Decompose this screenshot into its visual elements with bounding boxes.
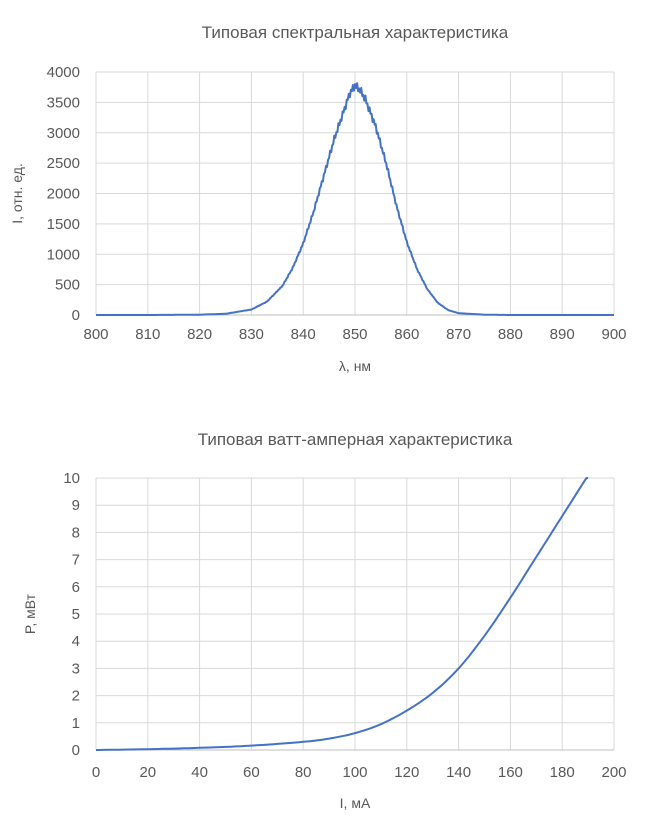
y-tick-label: 500: [55, 277, 80, 294]
y-tick-label: 3: [72, 660, 80, 677]
x-tick-label: 890: [550, 326, 575, 343]
x-tick-label: 0: [92, 764, 100, 781]
y-tick-label: 6: [72, 579, 80, 596]
x-tick-label: 20: [139, 764, 156, 781]
x-tick-label: 810: [135, 326, 160, 343]
y-tick-label: 2000: [47, 186, 80, 203]
y-tick-label: 1: [72, 715, 80, 732]
y-tick-label: 0: [72, 307, 80, 324]
x-tick-label: 880: [498, 326, 523, 343]
x-tick-label: 830: [239, 326, 264, 343]
x-tick-label: 860: [394, 326, 419, 343]
x-tick-label: 160: [498, 764, 523, 781]
x-tick-label: 40: [191, 764, 208, 781]
y-tick-label: 4000: [47, 64, 80, 81]
x-axis-label: I, мА: [340, 795, 371, 811]
x-tick-label: 850: [342, 326, 367, 343]
y-axis-label: I, отн. ед.: [9, 163, 25, 224]
series-line: [96, 82, 614, 316]
y-tick-label: 2: [72, 688, 80, 705]
y-tick-label: 2500: [47, 155, 80, 172]
x-tick-label: 840: [291, 326, 316, 343]
y-tick-label: 10: [63, 470, 80, 487]
chart-title: Типовая ватт-амперная характеристика: [198, 430, 513, 449]
y-tick-label: 9: [72, 497, 80, 514]
x-axis-label: λ, нм: [339, 358, 371, 374]
x-tick-label: 870: [446, 326, 471, 343]
x-tick-label: 200: [601, 764, 626, 781]
y-tick-label: 8: [72, 524, 80, 541]
y-axis-label: P, мВт: [22, 593, 38, 634]
y-tick-label: 1500: [47, 216, 80, 233]
y-tick-label: 3500: [47, 94, 80, 111]
y-tick-label: 7: [72, 552, 80, 569]
x-tick-label: 60: [243, 764, 260, 781]
spectral-chart: Типовая спектральная характеристика 800 81…: [9, 23, 627, 374]
y-tick-label: 1000: [47, 246, 80, 263]
y-tick-label: 4: [72, 633, 80, 650]
x-tick-label: 120: [394, 764, 419, 781]
x-tick-label: 180: [550, 764, 575, 781]
chart-title: Типовая спектральная характеристика: [202, 23, 509, 42]
x-tick-label: 900: [601, 326, 626, 343]
x-tick-label: 100: [342, 764, 367, 781]
x-tick-label: 140: [446, 764, 471, 781]
series-line: [96, 477, 589, 751]
y-tick-label: 5: [72, 606, 80, 623]
y-tick-label: 0: [72, 742, 80, 759]
x-tick-label: 820: [187, 326, 212, 343]
y-tick-label: 3000: [47, 125, 80, 142]
x-tick-label: 800: [83, 326, 108, 343]
x-tick-label: 80: [295, 764, 312, 781]
